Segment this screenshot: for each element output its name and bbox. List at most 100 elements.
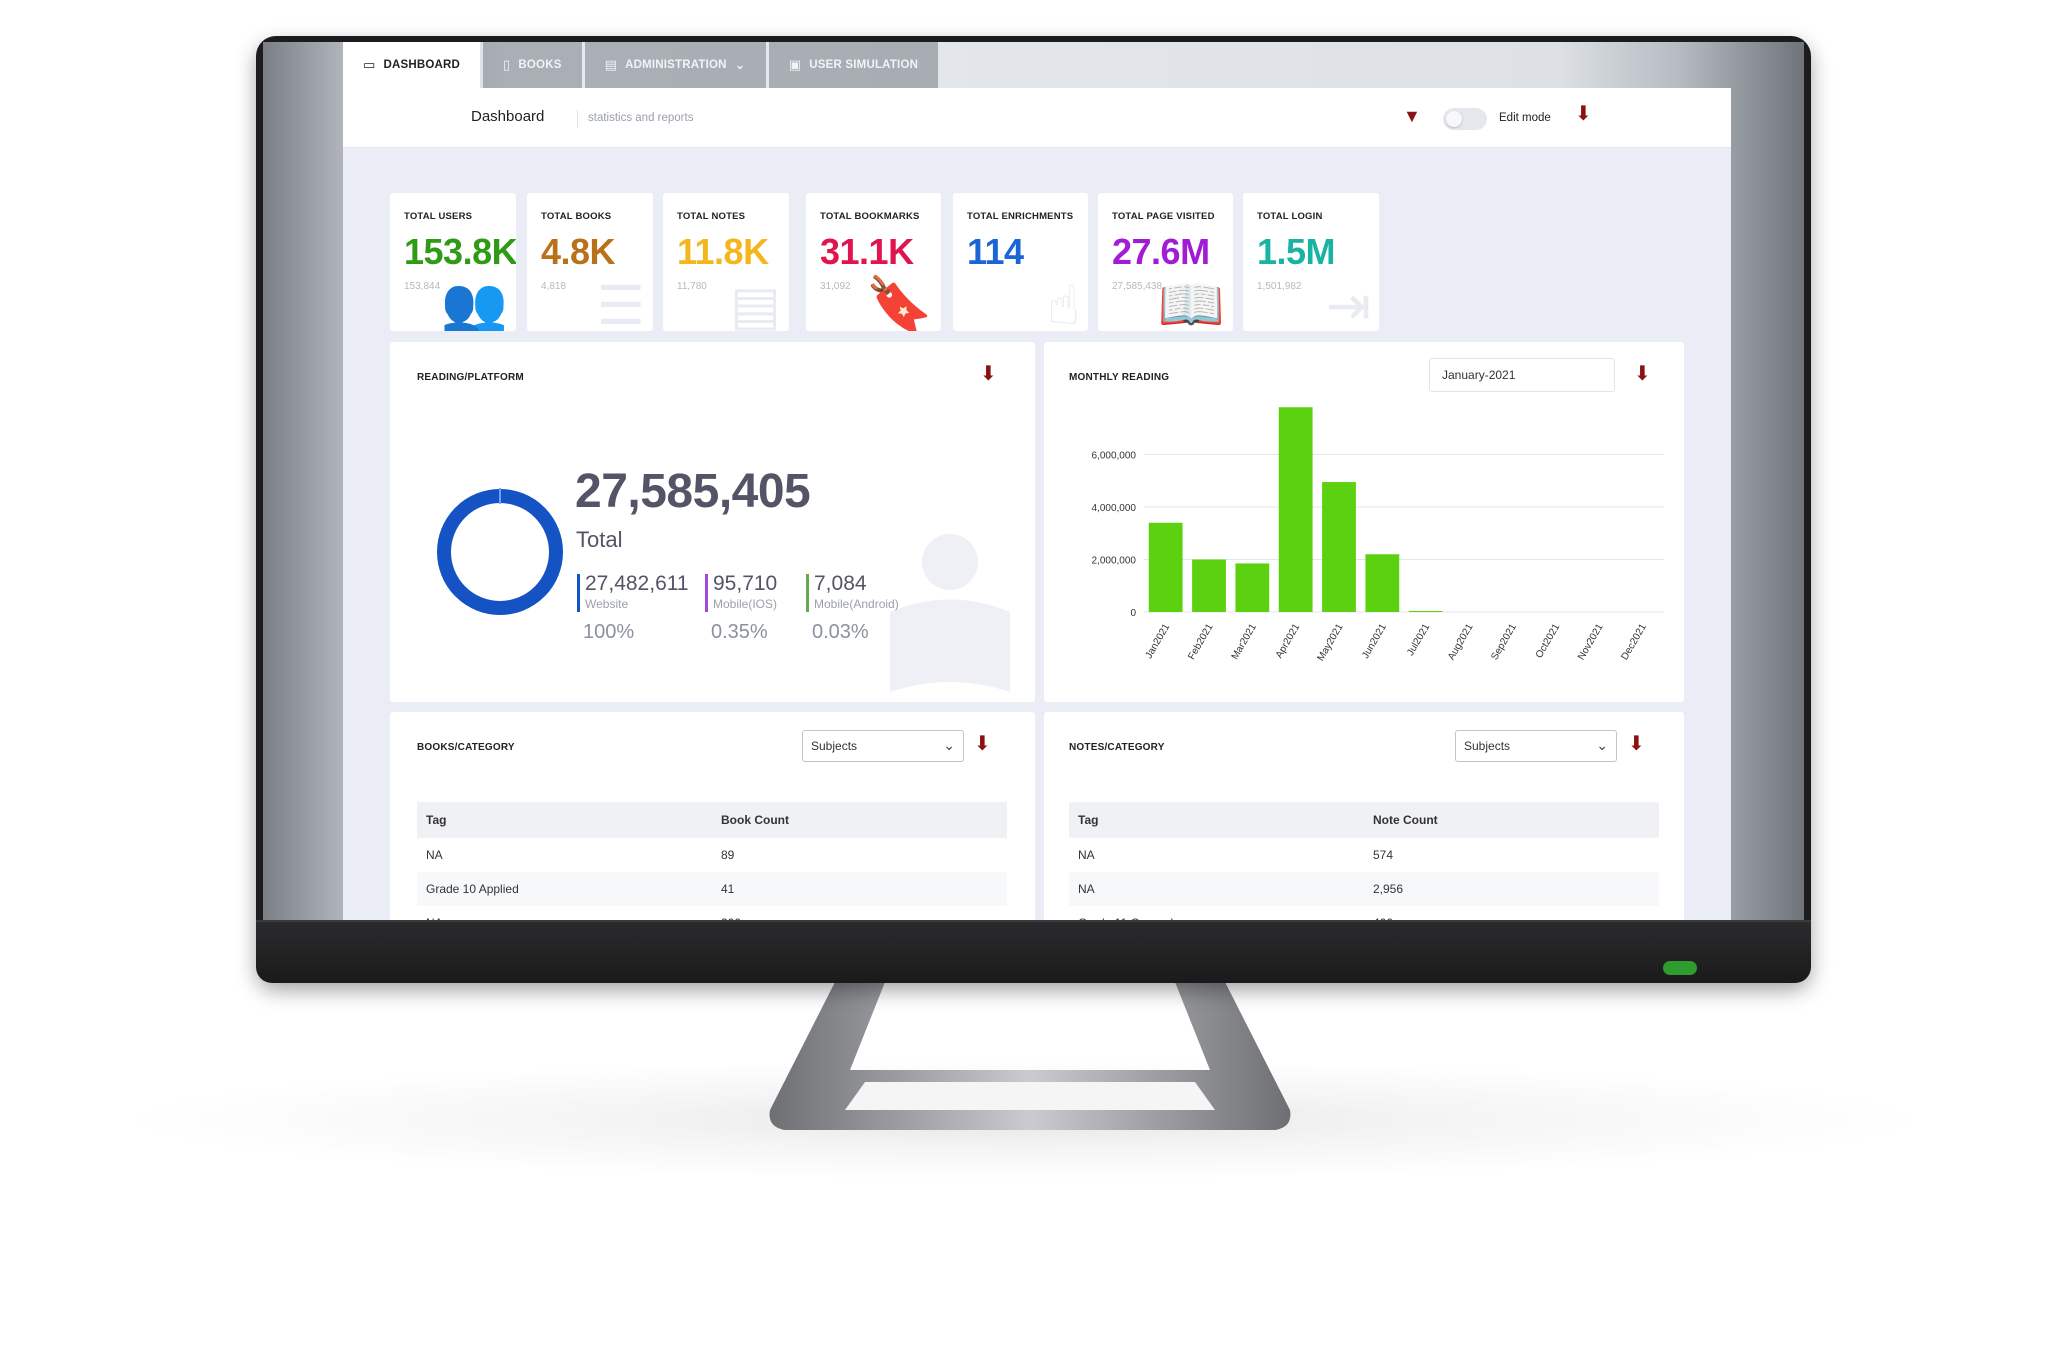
edit-mode-toggle[interactable] (1443, 108, 1487, 130)
stat-label: TOTAL BOOKS (541, 211, 612, 222)
download-icon[interactable]: ⬇ (1628, 733, 1645, 755)
stat-card-total-books[interactable]: TOTAL BOOKS 4.8K 4,818 ☰ (527, 193, 653, 331)
simulation-icon: ▣ (788, 57, 802, 72)
books-category-table: Tag Book Count NA 89 Grade 10 Applied 41 (417, 802, 1007, 920)
download-icon[interactable]: ⬇ (980, 363, 997, 385)
stat-value: 114 (967, 231, 1024, 272)
month-picker-input[interactable] (1429, 358, 1615, 392)
x-tick-label: Mar2021 (1230, 622, 1259, 662)
filter-icon[interactable]: ▼ (1403, 106, 1421, 126)
column-header[interactable]: Book Count (712, 802, 1007, 838)
book-icon: ▯ (503, 57, 511, 72)
x-tick-label: Aug2021 (1446, 622, 1476, 663)
stat-label: TOTAL PAGE VISITED (1112, 211, 1215, 222)
stat-card-total-enrichments[interactable]: TOTAL ENRICHMENTS 114 ☝ (953, 193, 1088, 331)
column-header[interactable]: Tag (1069, 802, 1364, 838)
stat-exact: 27,585,438 (1112, 281, 1163, 292)
table-row[interactable]: NA 200 (417, 906, 1007, 920)
y-tick-label: 0 (1130, 608, 1136, 619)
panel-title: READING/PLATFORM (417, 372, 524, 383)
chevron-down-icon: ⌄ (943, 737, 955, 753)
chart-bar[interactable] (1322, 482, 1356, 612)
table-row[interactable]: NA 2,956 (1069, 872, 1659, 906)
chart-bar[interactable] (1235, 563, 1270, 612)
table-cell: 400 (1364, 906, 1659, 920)
platform-value: 7,084 (814, 572, 867, 595)
tab-dashboard[interactable]: ▭ DASHBOARD (343, 42, 481, 88)
table-row[interactable]: Grade 11 General 400 (1069, 906, 1659, 920)
stat-label: TOTAL LOGIN (1257, 211, 1323, 222)
reading-total-label: Total (576, 527, 623, 552)
platform-name: Website (585, 597, 629, 611)
table-cell: NA (426, 848, 443, 862)
login-icon: ⇥ (1325, 276, 1371, 331)
table-cell: 574 (1373, 848, 1394, 862)
open-book-icon: 📖 (1157, 275, 1225, 331)
chart-bar[interactable] (1365, 554, 1400, 612)
stat-value: 1.5M (1257, 231, 1336, 272)
chart-bar[interactable] (1278, 407, 1313, 612)
dashboard-app: Dashboard statistics and reports ▼ Edit … (343, 88, 1731, 920)
table-cell: 200 (712, 906, 1007, 920)
users-icon: 👥 (440, 275, 508, 331)
stat-value: 153.8K (404, 231, 516, 272)
chart-bar[interactable] (1192, 559, 1226, 613)
download-report-icon[interactable]: ⬇ (1575, 103, 1592, 125)
stat-label: TOTAL ENRICHMENTS (967, 211, 1074, 222)
tab-books[interactable]: ▯ BOOKS (483, 42, 582, 88)
monitor-icon: ▭ (363, 57, 376, 72)
stat-card-total-notes[interactable]: TOTAL NOTES 11.8K 11,780 ▤ (663, 193, 789, 331)
platform-name: Mobile(Android) (814, 597, 899, 611)
platform-value: 95,710 (713, 572, 778, 595)
books-category-select[interactable]: Subjects ⌄ (802, 730, 964, 762)
stat-value: 11.8K (677, 231, 769, 272)
y-tick-label: 4,000,000 (1092, 503, 1137, 514)
x-tick-label: Jan2021 (1144, 622, 1173, 661)
notes-category-select[interactable]: Subjects ⌄ (1455, 730, 1617, 762)
touch-icon: ☝ (1047, 276, 1080, 331)
table-cell: 89 (721, 848, 735, 862)
column-header[interactable]: Tag (417, 802, 712, 838)
platform-name: Mobile(IOS) (713, 597, 778, 611)
stat-exact: 31,092 (820, 281, 851, 292)
notes-icon: ▤ (729, 276, 781, 331)
y-tick-label: 6,000,000 (1092, 451, 1137, 462)
table-cell: NA (1069, 872, 1364, 906)
stat-card-total-users[interactable]: TOTAL USERS 153.8K 153,844 👥 (390, 193, 516, 331)
table-cell: Grade 11 General (1069, 906, 1364, 920)
platform-ios: 95,710 Mobile(IOS) 0.35% (705, 572, 777, 644)
stat-value: 27.6M (1112, 231, 1210, 272)
platform-percent: 100% (583, 621, 635, 643)
download-icon[interactable]: ⬇ (974, 733, 991, 755)
table-header-row: Tag Book Count (417, 802, 1007, 838)
x-tick-label: Dec2021 (1619, 622, 1649, 663)
table-cell: NA (1078, 848, 1095, 862)
platform-android: 7,084 Mobile(Android) 0.03% (806, 572, 899, 644)
stat-label: TOTAL BOOKMARKS (820, 211, 920, 222)
tab-label: USER SIMULATION (809, 59, 919, 71)
chart-bar[interactable] (1408, 610, 1443, 612)
top-nav: ▭ DASHBOARD ▯ BOOKS ▤ ADMINISTRATION ⌄ ▣… (343, 42, 941, 88)
admin-icon: ▤ (604, 57, 618, 72)
stat-card-total-page-visited[interactable]: TOTAL PAGE VISITED 27.6M 27,585,438 📖 (1098, 193, 1233, 331)
platform-percent: 0.03% (812, 621, 869, 643)
tab-administration[interactable]: ▤ ADMINISTRATION ⌄ (584, 42, 766, 88)
y-tick-label: 2,000,000 (1092, 556, 1137, 567)
table-cell: Grade 10 Applied (417, 872, 712, 906)
notes-category-panel: NOTES/CATEGORY Subjects ⌄ ⬇ Tag Note Cou… (1044, 712, 1684, 920)
edit-mode-label: Edit mode (1499, 112, 1551, 124)
stat-card-total-bookmarks[interactable]: TOTAL BOOKMARKS 31.1K 31,092 🔖 (806, 193, 941, 331)
table-row[interactable]: NA 89 (417, 838, 1007, 872)
stat-exact: 1,501,982 (1257, 281, 1302, 292)
x-tick-label: Oct2021 (1534, 622, 1563, 661)
table-row[interactable]: Grade 10 Applied 41 (417, 872, 1007, 906)
stat-card-total-login[interactable]: TOTAL LOGIN 1.5M 1,501,982 ⇥ (1243, 193, 1379, 331)
chart-bar[interactable] (1148, 522, 1183, 612)
platform-color-bar (806, 574, 809, 612)
tab-user-simulation[interactable]: ▣ USER SIMULATION (768, 42, 939, 88)
download-icon[interactable]: ⬇ (1634, 363, 1651, 385)
table-row[interactable]: NA 574 (1069, 838, 1659, 872)
tab-label: BOOKS (518, 59, 562, 71)
platform-color-bar (577, 574, 580, 612)
column-header[interactable]: Note Count (1364, 802, 1659, 838)
